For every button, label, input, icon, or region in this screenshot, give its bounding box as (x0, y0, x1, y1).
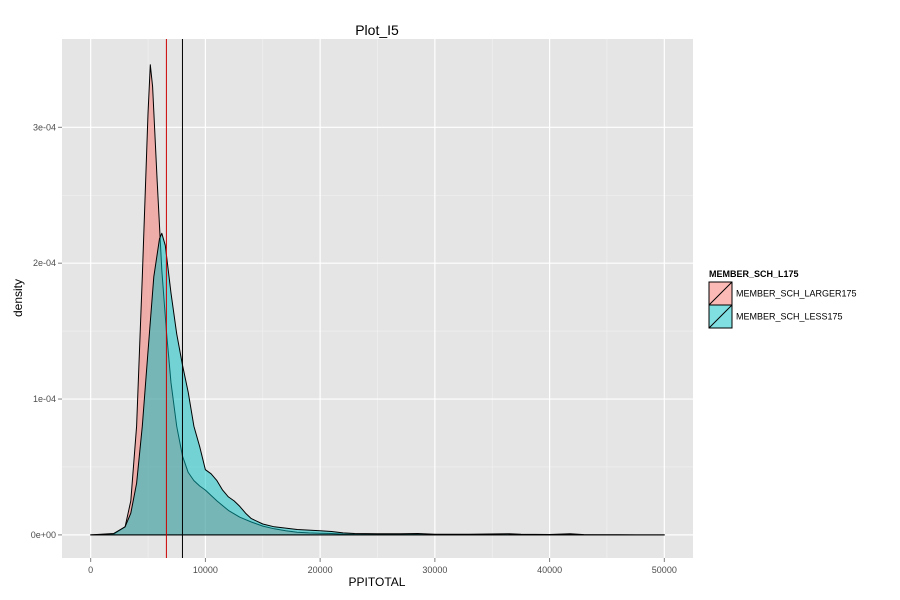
legend-items: MEMBER_SCH_LARGER175 MEMBER_SCH_LESS175 (708, 281, 857, 329)
legend-label-2: MEMBER_SCH_LESS175 (736, 312, 843, 322)
legend-key-slash (708, 281, 733, 306)
y-tick-label: 3e-04 (33, 122, 56, 132)
y-tick-label: 2e-04 (33, 258, 56, 268)
x-tick-label: 30000 (422, 565, 447, 575)
chart-title: Plot_I5 (355, 22, 399, 38)
x-axis-ticks: 0 10000 20000 30000 40000 50000 (88, 558, 677, 575)
y-tick-label: 1e-04 (33, 394, 56, 404)
legend-title: MEMBER_SCH_L175 (709, 269, 799, 279)
x-tick-label: 20000 (308, 565, 333, 575)
y-axis-label: density (11, 279, 25, 317)
y-tick-label: 0e+00 (31, 530, 56, 540)
x-tick-label: 10000 (193, 565, 218, 575)
reference-lines (165, 39, 183, 558)
x-tick-label: 50000 (652, 565, 677, 575)
density-areas (90, 64, 665, 536)
legend-label-1: MEMBER_SCH_LARGER175 (736, 289, 857, 299)
x-tick-label: 40000 (537, 565, 562, 575)
legend: MEMBER_SCH_L175 MEMBER_SCH_LARGER175MEMB… (708, 269, 857, 329)
y-axis-ticks: 0e+00 1e-04 2e-04 3e-04 (31, 122, 62, 540)
legend-key-slash (708, 304, 733, 329)
x-tick-label: 0 (88, 565, 93, 575)
x-axis-label: PPITOTAL (349, 575, 406, 589)
density-area-2 (90, 232, 665, 536)
